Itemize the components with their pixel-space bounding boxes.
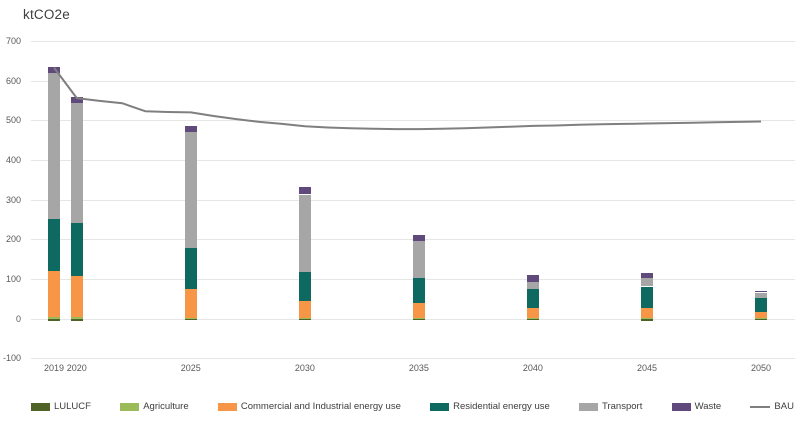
bar-2020-residential-energy-use [70, 222, 83, 276]
bar-2025-agriculture [184, 317, 197, 319]
bar-2040-residential-energy-use [526, 289, 539, 309]
bar-2030-residential-energy-use [298, 272, 311, 301]
bar-2019-commercial-and-industrial-energy-use [48, 270, 60, 318]
bar-2040-lulucf [526, 318, 539, 321]
gridline-700 [31, 41, 795, 42]
bar-2030-transport [298, 194, 311, 273]
bar-2040-transport [526, 281, 539, 290]
y-axis-tick-300: 300 [5, 194, 21, 205]
legend-swatch-agriculture [120, 402, 140, 411]
y-axis-tick-400: 400 [5, 155, 21, 165]
y-axis-tick-100: 100 [5, 274, 21, 284]
bar-2045-waste [641, 273, 653, 278]
bar-2030-lulucf [298, 318, 311, 321]
bar-2030-commercial-and-industrial-energy-use [298, 300, 311, 318]
gridline-400 [31, 160, 795, 161]
bar-2035-commercial-and-industrial-energy-use [412, 303, 425, 318]
bar-2019-residential-energy-use [48, 219, 60, 271]
bar-2040-waste [526, 275, 539, 282]
bar-2019-transport [48, 73, 60, 220]
legend-label-commercial-and-industrial-energy-use: Commercial and Industrial energy use [240, 401, 401, 412]
legend-item-bau: BAU [750, 401, 794, 412]
y-axis-tick-700: 700 [5, 36, 21, 46]
legend-swatch-lulucf [31, 402, 50, 411]
bar-2050-commercial-and-industrial-energy-use [755, 311, 767, 318]
legend-item-transport: Transport [579, 401, 642, 412]
y-axis-tick-200: 200 [5, 234, 21, 245]
bar-2025-commercial-and-industrial-energy-use [184, 288, 197, 318]
legend-label-bau: BAU [774, 401, 794, 412]
bar-2020-lulucf [70, 318, 83, 321]
bar-2025-lulucf [184, 318, 197, 321]
gridline--100 [31, 358, 795, 360]
bar-2020-transport [70, 102, 83, 223]
legend-swatch-commercial-and-industrial-energy-use [217, 402, 237, 411]
legend-label-waste: Waste [694, 401, 722, 412]
bar-2035-transport [412, 240, 425, 279]
bar-2050-waste [755, 291, 767, 293]
legend-swatch-transport [579, 402, 599, 411]
x-axis-tick-2025: 2025 [180, 363, 201, 373]
gridline-500 [31, 120, 795, 122]
legend-item-lulucf: LULUCF [31, 401, 91, 412]
legend-swatch-residential-energy-use [430, 402, 450, 411]
bar-2025-residential-energy-use [184, 248, 197, 289]
legend-item-commercial-and-industrial-energy-use: Commercial and Industrial energy use [217, 401, 401, 412]
legend-item-residential-energy-use: Residential energy use [430, 401, 550, 412]
bar-2040-commercial-and-industrial-energy-use [526, 308, 539, 318]
legend-label-residential-energy-use: Residential energy use [453, 401, 550, 412]
chart-title: ktCO2e [23, 7, 70, 22]
bar-2025-waste [184, 125, 197, 133]
bar-2045-agriculture [641, 317, 653, 319]
bar-2045-lulucf [641, 318, 653, 321]
bar-2050-transport [755, 292, 767, 298]
bar-2045-transport [641, 277, 653, 287]
legend-item-agriculture: Agriculture [120, 401, 189, 412]
x-axis-tick-2019: 2019 [43, 363, 65, 373]
bar-2030-waste [298, 186, 311, 195]
chart-legend: LULUCF Agriculture Commercial and Industri… [31, 401, 794, 412]
bar-2040-agriculture [526, 317, 539, 319]
y-axis-tick--100: -100 [2, 353, 21, 364]
y-axis-tick-600: 600 [5, 75, 21, 86]
legend-label-agriculture: Agriculture [143, 401, 189, 412]
bar-2020-agriculture [70, 317, 83, 319]
y-axis-tick-500: 500 [5, 115, 21, 126]
bar-2035-waste [412, 235, 425, 241]
legend-label-lulucf: LULUCF [54, 401, 91, 412]
bar-2020-commercial-and-industrial-energy-use [70, 275, 83, 318]
legend-item-waste: Waste [671, 401, 722, 412]
bar-2020-waste [70, 97, 83, 103]
bar-2019-lulucf [48, 318, 60, 321]
bar-2050-lulucf [755, 318, 767, 321]
bar-2035-residential-energy-use [412, 278, 425, 304]
x-axis-tick-2045: 2045 [636, 363, 658, 373]
gridline-300 [31, 199, 795, 201]
x-axis-tick-2030: 2030 [294, 363, 315, 373]
legend-swatch-bau [750, 405, 771, 408]
bar-2050-residential-energy-use [755, 297, 767, 312]
y-axis-tick-0: 0 [15, 313, 21, 324]
x-axis-tick-2020: 2020 [66, 363, 87, 373]
legend-swatch-waste [671, 402, 691, 411]
x-axis-tick-2050: 2050 [750, 363, 772, 373]
bar-2019-waste [48, 67, 60, 74]
bar-2050-agriculture [755, 317, 767, 319]
legend-label-transport: Transport [602, 401, 643, 412]
bar-2030-agriculture [298, 317, 311, 319]
bar-2045-commercial-and-industrial-energy-use [641, 307, 653, 318]
bar-2035-lulucf [412, 318, 425, 321]
bar-2035-agriculture [412, 317, 425, 319]
bar-2019-agriculture [48, 317, 60, 319]
x-axis-tick-2040: 2040 [522, 363, 543, 373]
bar-2045-residential-energy-use [641, 286, 653, 308]
gridline-600 [31, 80, 795, 82]
bar-2025-transport [184, 132, 197, 248]
x-axis-tick-2035: 2035 [408, 363, 429, 373]
